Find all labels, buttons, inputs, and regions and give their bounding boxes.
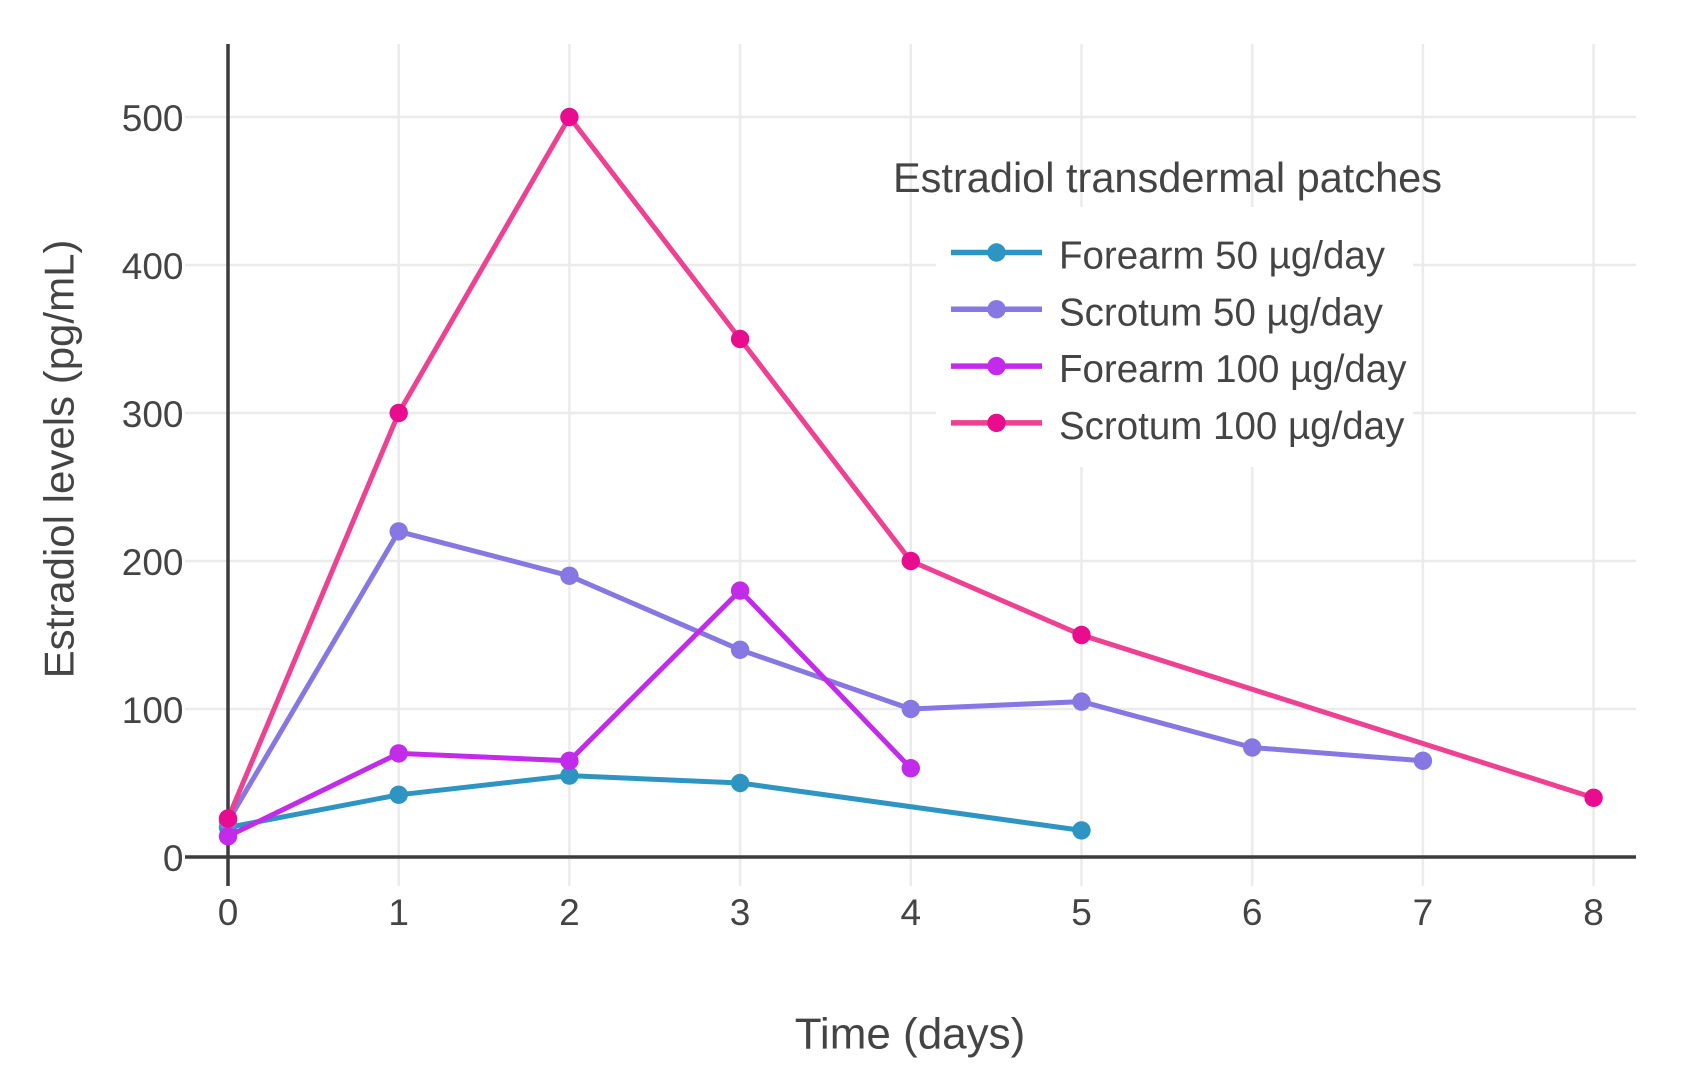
svg-text:8: 8 [1583,892,1604,933]
svg-text:4: 4 [901,892,922,933]
svg-text:Scrotum 100 µg/day: Scrotum 100 µg/day [1059,405,1405,448]
svg-text:3: 3 [730,892,751,933]
svg-text:200: 200 [122,542,184,583]
svg-text:Time (days): Time (days) [795,1010,1026,1059]
svg-text:0: 0 [218,892,239,933]
svg-text:2: 2 [559,892,580,933]
svg-text:Estradiol transdermal patches: Estradiol transdermal patches [893,154,1442,201]
svg-text:100: 100 [122,690,184,731]
svg-text:300: 300 [122,394,184,435]
svg-text:1: 1 [388,892,409,933]
svg-text:7: 7 [1413,892,1434,933]
svg-text:Estradiol levels (pg/mL): Estradiol levels (pg/mL) [36,240,83,679]
svg-text:Forearm 100 µg/day: Forearm 100 µg/day [1059,348,1407,391]
svg-text:0: 0 [163,838,184,879]
svg-text:6: 6 [1242,892,1263,933]
svg-text:Forearm 50 µg/day: Forearm 50 µg/day [1059,235,1386,278]
svg-text:500: 500 [122,98,184,139]
svg-text:5: 5 [1071,892,1092,933]
svg-text:400: 400 [122,246,184,287]
svg-text:Scrotum 50 µg/day: Scrotum 50 µg/day [1059,291,1384,334]
